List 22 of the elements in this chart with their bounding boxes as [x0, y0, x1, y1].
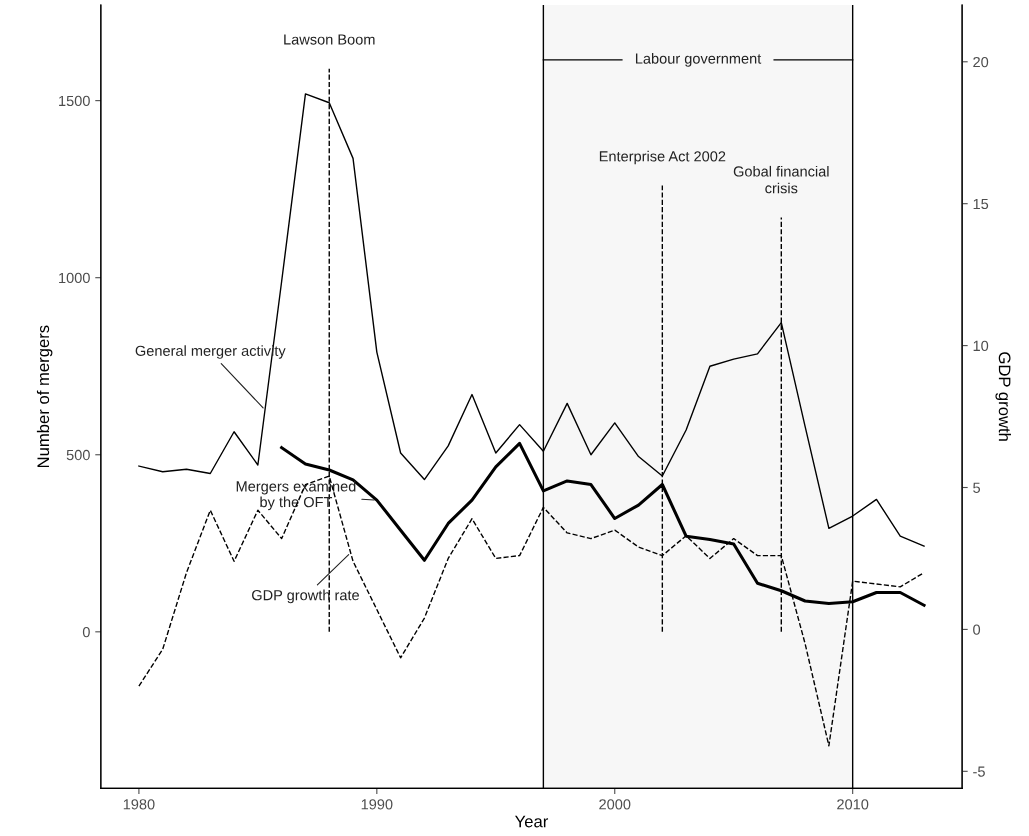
y-tick-label: 1500 — [59, 95, 90, 107]
x-axis-title: Year — [515, 815, 549, 828]
band-label: Labour government — [635, 53, 762, 67]
y-tick-label: 500 — [66, 449, 90, 461]
y2-tick-label: 0 — [973, 624, 981, 635]
y2-axis-title: GDP growth — [995, 352, 1011, 441]
y-axis-title: Number of mergers — [36, 325, 53, 468]
ref-line-label: Gobal financial crisis — [733, 165, 829, 194]
y2-tick-label: 15 — [973, 198, 989, 210]
ref-line-label: Enterprise Act 2002 — [599, 150, 726, 165]
y-tick-label: 0 — [82, 626, 90, 638]
y2-tick-label: -5 — [973, 766, 985, 777]
x-tick-label: 2010 — [837, 799, 869, 810]
x-tick-label: 2000 — [599, 799, 631, 810]
x-tick-label: 1980 — [123, 799, 155, 810]
series-label: GDP growth rate — [252, 589, 359, 604]
y2-tick-label: 5 — [973, 482, 981, 493]
x-tick-label: 1990 — [361, 799, 393, 810]
y-tick-label: 1000 — [59, 272, 90, 284]
y2-tick-label: 10 — [973, 340, 989, 352]
ref-line-label: Lawson Boom — [284, 34, 375, 45]
y2-tick-label: 20 — [973, 56, 989, 68]
